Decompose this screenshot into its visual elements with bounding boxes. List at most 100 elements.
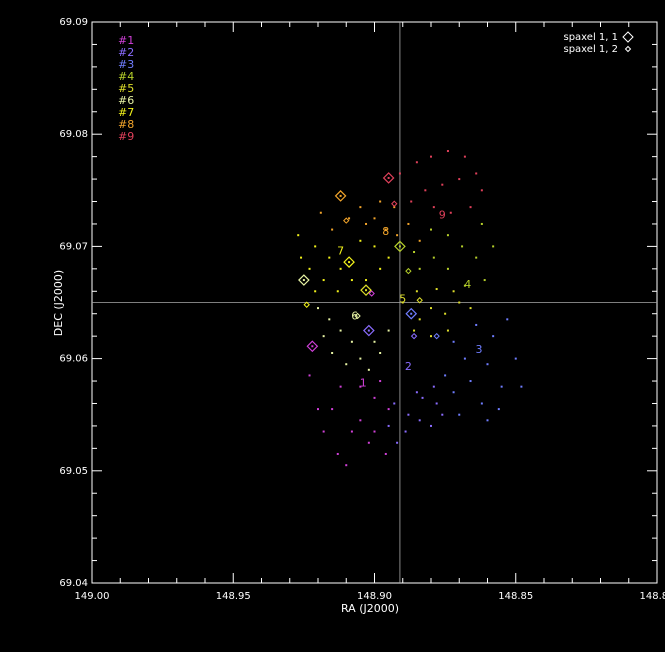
data-point [379,380,382,383]
data-point [480,189,483,192]
data-point [373,396,376,399]
data-point [350,279,353,282]
data-point [345,363,348,366]
data-point [483,279,486,282]
spaxel-1-1-center [398,245,401,248]
data-point [452,340,455,343]
data-point [446,329,449,332]
data-point [297,234,300,237]
data-point [373,245,376,248]
data-point [441,183,444,186]
data-point [492,335,495,338]
data-point [317,408,319,411]
spaxel-1-1-center [365,289,368,292]
y-tick-label: 69.06 [59,354,88,365]
data-point [308,267,311,270]
data-point [430,307,432,310]
data-point [367,441,370,444]
data-point [367,368,370,371]
data-point [463,284,466,287]
data-point [350,430,353,433]
data-point [398,172,401,175]
data-point [444,312,447,315]
data-point [317,307,319,310]
marker-legend-symbol [624,45,632,53]
group-labels: 1 2 3 4 5 6 7 8 9 [337,208,482,389]
data-point [424,189,427,192]
groups-legend-entry: #1 [118,34,134,47]
data-point [365,222,368,225]
data-point [314,245,317,248]
data-point [430,424,432,427]
data-point [458,178,461,181]
spaxel-1-1-marker [306,340,319,353]
data-point [469,307,472,310]
group-label: 6 [351,309,358,322]
spaxel-1-1-center [387,176,390,179]
spaxel-1-1-marker [394,240,406,253]
data-point [413,251,416,254]
data-point [365,279,368,282]
data-point [430,335,432,338]
data-point [418,239,421,242]
data-point [486,363,489,366]
data-point [359,419,362,422]
spaxel-1-1-marker [363,324,375,337]
marker-legend-label: spaxel 1, 1 [564,32,619,43]
data-point [339,385,342,388]
groups-legend-entry: #8 [118,118,134,131]
spaxel-1-2-marker [368,290,375,297]
data-point [322,279,325,282]
spaxel-1-1-center [339,194,342,197]
data-point [328,318,331,321]
data-point [410,200,413,203]
data-point [308,374,311,377]
data-point [348,217,351,220]
data-point [350,340,353,343]
spaxel-markers [298,172,440,353]
spaxel-1-2-marker [416,297,423,304]
data-point [331,408,334,411]
data-point [384,228,387,231]
data-point [475,323,478,326]
axis-ticks [91,21,658,584]
data-point [441,413,444,416]
data-point [486,419,489,422]
data-point [336,452,339,455]
x-tick-label: 149.00 [75,591,110,602]
data-point [373,217,376,220]
spaxel-1-1-center [410,312,413,315]
data-point [480,222,483,225]
data-point [430,228,432,231]
spaxel-1-1-center [348,261,351,264]
data-point [379,351,382,354]
spaxel-1-2-marker [354,312,361,320]
data-point [421,396,424,399]
marker-legend-symbol [622,31,634,43]
group-label: 5 [399,293,406,306]
group-label: 4 [464,278,471,291]
data-point [458,413,461,416]
data-point [520,385,523,388]
data-point [384,452,387,455]
data-point [415,290,418,293]
data-point [379,200,382,203]
data-point [387,408,390,411]
data-point [379,267,382,270]
groups-legend-entry: #2 [118,46,134,59]
data-point [393,206,396,209]
data-point [480,402,483,405]
data-point [435,288,438,291]
spaxel-1-1-marker [382,172,395,184]
data-point [396,441,399,444]
data-point [430,155,432,158]
data-point [492,245,495,248]
data-point [359,385,362,388]
spaxel-1-2-marker [303,301,310,308]
y-tick-label: 69.04 [59,578,88,589]
data-point [359,206,362,209]
data-point [461,245,464,248]
data-points [297,150,523,467]
data-point [404,430,407,433]
